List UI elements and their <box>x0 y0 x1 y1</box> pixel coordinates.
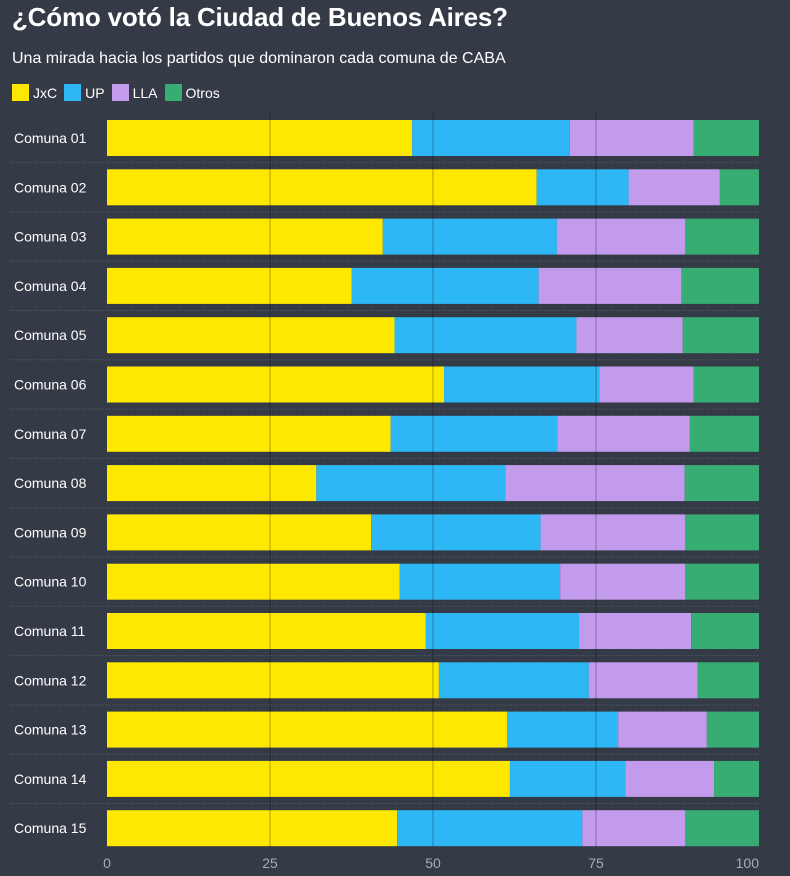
legend-label-up: UP <box>85 84 105 101</box>
x-tick-label: 100 <box>736 855 760 871</box>
row-label: Comuna 09 <box>14 524 87 540</box>
bar-segment-jxc <box>107 711 508 748</box>
bar-segment-up <box>390 415 558 452</box>
legend-label-lla: LLA <box>132 84 158 101</box>
bar-segment-up <box>397 810 583 847</box>
bar-segment-lla <box>538 267 682 304</box>
row-label: Comuna 13 <box>14 722 87 738</box>
bar-segment-up <box>399 563 561 600</box>
row-label: Comuna 06 <box>14 377 87 393</box>
bar-segment-otros <box>685 218 759 255</box>
row-label: Comuna 12 <box>14 672 87 688</box>
bar-segment-jxc <box>107 465 317 502</box>
bar-segment-lla <box>628 169 720 206</box>
chart-subtitle: Una mirada hacia los partidos que domina… <box>12 50 506 67</box>
row-label: Comuna 02 <box>14 179 87 195</box>
bar-segment-lla <box>569 120 694 156</box>
bar-segment-lla <box>625 760 715 797</box>
legend-item-otros: Otros <box>164 84 220 101</box>
bar-segment-jxc <box>107 169 537 206</box>
bar-segment-jxc <box>107 366 445 403</box>
row-label: Comuna 10 <box>14 574 87 590</box>
bar-segment-up <box>316 465 506 502</box>
legend-item-jxc: JxC <box>12 84 57 101</box>
bar-segment-otros <box>691 613 759 649</box>
bar-segment-otros <box>693 120 759 156</box>
bar-segment-lla <box>618 711 707 748</box>
bar-segment-jxc <box>107 120 413 156</box>
chart-title: ¿Cómo votó la Ciudad de Buenos Aires? <box>12 2 508 32</box>
bar-segment-lla <box>579 613 692 649</box>
row-label: Comuna 08 <box>14 475 87 491</box>
row-label: Comuna 04 <box>14 278 87 294</box>
bar-segment-up <box>536 169 629 206</box>
bar-segment-jxc <box>107 317 395 354</box>
bar-segment-lla <box>556 218 686 255</box>
bar-segment-jxc <box>107 810 398 847</box>
bar-segment-jxc <box>107 662 439 699</box>
bar-segment-jxc <box>107 218 383 255</box>
legend-swatch-otros <box>164 84 182 101</box>
legend-swatch-jxc <box>12 84 29 101</box>
bar-segment-otros <box>685 810 759 847</box>
bar-segment-otros <box>685 563 759 600</box>
bar-segment-otros <box>706 711 759 748</box>
bar-segment-otros <box>714 760 759 797</box>
legend-label-jxc: JxC <box>33 84 58 101</box>
bar-segment-otros <box>685 514 759 551</box>
bar-segment-lla <box>576 317 683 354</box>
bar-segment-lla <box>557 415 690 452</box>
bar-segment-jxc <box>107 267 352 304</box>
bar-segment-up <box>394 317 577 354</box>
bar-segment-up <box>371 514 541 551</box>
bar-segment-lla <box>599 366 694 403</box>
legend: JxC UP LLA Otros <box>12 84 227 101</box>
x-tick-label: 75 <box>588 855 604 871</box>
x-tick-label: 50 <box>425 855 441 871</box>
legend-item-lla: LLA <box>111 84 158 101</box>
bar-segment-jxc <box>107 563 400 600</box>
row-label: Comuna 03 <box>14 229 87 245</box>
bar-segment-up <box>509 760 626 797</box>
bar-segment-otros <box>689 415 759 452</box>
row-label: Comuna 15 <box>14 820 87 836</box>
bar-segment-jxc <box>107 514 372 551</box>
bar-segment-otros <box>719 169 759 206</box>
legend-label-otros: Otros <box>185 84 220 101</box>
bar-segment-up <box>425 613 580 649</box>
row-label: Comuna 05 <box>14 327 87 343</box>
bar-segment-lla <box>540 514 686 551</box>
bar-segment-up <box>507 711 619 748</box>
legend-swatch-up <box>64 84 82 101</box>
bar-segment-jxc <box>107 613 426 649</box>
bar-segment-up <box>444 366 600 403</box>
legend-item-up: UP <box>64 84 105 101</box>
bar-segment-lla <box>505 465 685 502</box>
bar-segment-otros <box>681 267 759 304</box>
bar-segment-up <box>382 218 557 255</box>
bar-segment-otros <box>697 662 759 699</box>
bar-segment-jxc <box>107 415 391 452</box>
bar-segment-otros <box>684 465 759 502</box>
bar-segment-up <box>351 267 539 304</box>
bar-segment-otros <box>682 317 759 354</box>
bar-segment-up <box>412 120 570 156</box>
row-label: Comuna 14 <box>14 771 87 787</box>
x-tick-label: 25 <box>262 855 278 871</box>
bar-segment-lla <box>582 810 686 847</box>
bar-segment-lla <box>560 563 686 600</box>
row-label: Comuna 07 <box>14 426 87 442</box>
row-label: Comuna 01 <box>14 130 87 146</box>
row-label: Comuna 11 <box>14 623 86 639</box>
legend-swatch-lla <box>111 84 129 101</box>
x-tick-label: 0 <box>103 855 111 871</box>
bar-segment-jxc <box>107 760 510 797</box>
bar-segment-otros <box>693 366 759 403</box>
bar-segment-up <box>438 662 589 699</box>
bar-segment-lla <box>588 662 698 699</box>
